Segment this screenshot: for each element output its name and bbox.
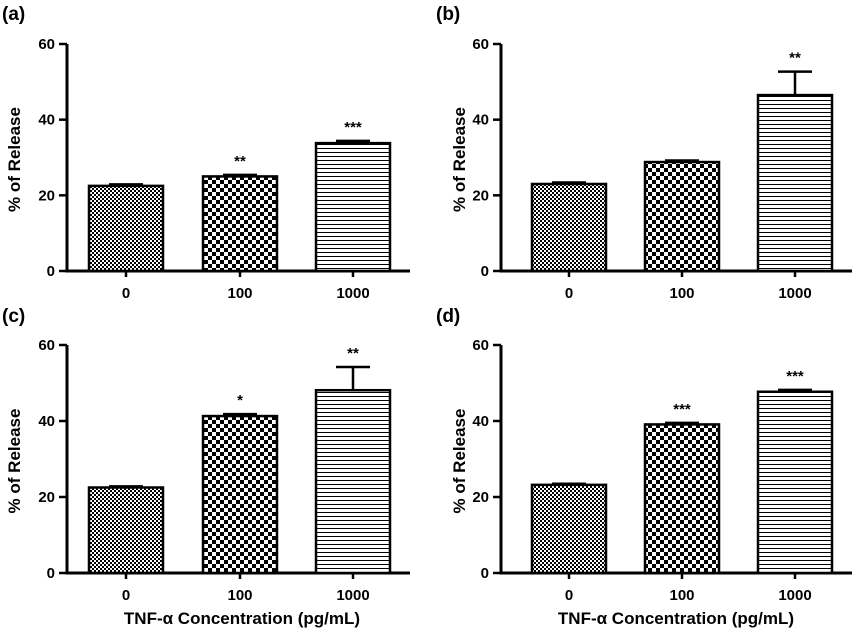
bar	[530, 483, 608, 575]
chart-panel: (c) % of Release 0 20 40 60 0 100 * 1000 **	[2, 306, 410, 604]
bar	[643, 160, 721, 273]
y-axis-label: % of Release	[5, 409, 24, 514]
bar	[530, 182, 608, 273]
bar	[201, 414, 279, 575]
y-axis-label: % of Release	[450, 409, 469, 514]
x-tick-label: 1000	[336, 587, 369, 604]
x-tick-label: 1000	[778, 285, 811, 302]
y-tick-label: 40	[38, 413, 55, 430]
y-tick-label: 0	[47, 565, 55, 582]
y-tick-label: 20	[472, 489, 489, 506]
bar	[756, 390, 834, 575]
significance-label: *	[237, 392, 243, 409]
x-tick-label: 1000	[336, 285, 369, 302]
y-tick-label: 20	[38, 489, 55, 506]
chart-panel: (d) % of Release 0 20 40 60 0 100 *** 1000 ***	[436, 306, 852, 604]
significance-label: ***	[344, 119, 362, 136]
y-tick-label: 40	[472, 413, 489, 430]
panel-label: (a)	[2, 4, 25, 25]
significance-label: **	[347, 345, 359, 362]
y-tick-label: 0	[47, 263, 55, 280]
y-tick-label: 0	[481, 263, 489, 280]
bar	[756, 93, 834, 273]
x-axis-label-left: TNF-α Concentration (pg/mL)	[124, 609, 360, 628]
bar	[87, 184, 165, 273]
significance-label: **	[789, 50, 801, 67]
x-axis-label-right: TNF-α Concentration (pg/mL)	[558, 609, 794, 628]
chart-panel: (b) % of Release 0 20 40 60 0 100 1000 **	[436, 4, 852, 302]
significance-label: ***	[673, 401, 691, 418]
y-tick-label: 60	[38, 337, 55, 354]
bar	[87, 486, 165, 575]
bar	[643, 423, 721, 575]
y-tick-label: 0	[481, 565, 489, 582]
significance-label: **	[234, 153, 246, 170]
x-tick-label: 100	[669, 587, 694, 604]
y-tick-label: 60	[472, 36, 489, 53]
x-tick-label: 100	[227, 285, 252, 302]
significance-label: ***	[786, 368, 804, 385]
y-tick-label: 40	[38, 112, 55, 129]
x-tick-label: 0	[122, 587, 130, 604]
y-tick-label: 20	[38, 187, 55, 204]
y-axis-label: % of Release	[5, 107, 24, 212]
chart-panel: (a) % of Release 0 20 40 60 0 100 ** 1000 ***	[2, 4, 410, 302]
x-tick-label: 100	[669, 285, 694, 302]
y-tick-label: 60	[38, 36, 55, 53]
x-tick-label: 0	[565, 587, 573, 604]
bar	[201, 175, 279, 273]
y-axis-label: % of Release	[450, 107, 469, 212]
panel-label: (c)	[2, 306, 25, 327]
y-tick-label: 60	[472, 337, 489, 354]
bar	[314, 141, 392, 273]
x-tick-label: 0	[565, 285, 573, 302]
bar	[314, 388, 392, 575]
x-tick-label: 1000	[778, 587, 811, 604]
panel-label: (b)	[436, 4, 460, 25]
x-tick-label: 100	[227, 587, 252, 604]
x-tick-label: 0	[122, 285, 130, 302]
panel-label: (d)	[436, 306, 460, 327]
y-tick-label: 40	[472, 112, 489, 129]
y-tick-label: 20	[472, 187, 489, 204]
